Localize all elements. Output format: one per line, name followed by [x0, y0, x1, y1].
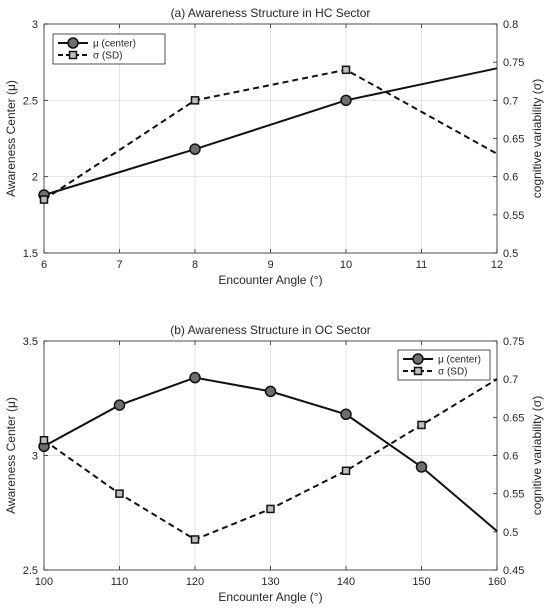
x-axis-label: Encounter Angle (°)	[218, 590, 322, 604]
series-line-mu	[43, 67, 498, 196]
x-tick-label: 11	[416, 259, 427, 271]
y-left-tick-label: 3	[32, 451, 38, 463]
chart-panel-b: 100 110 120 130 140 150 160 2.5 3 3.5 0.45 0.5 0.55 0…	[4, 323, 544, 604]
axes-frame	[43, 340, 498, 571]
data-point-sigma	[417, 420, 426, 430]
x-tick-label: 110	[111, 576, 129, 588]
legend-label: μ (center)	[438, 355, 481, 366]
y-right-tick-label: 0.7	[503, 95, 518, 107]
data-point-mu	[189, 371, 201, 384]
y-right-axis-label: cognitive variability (σ)	[530, 396, 544, 515]
data-point-mu	[340, 408, 352, 421]
x-tick-label: 150	[412, 576, 430, 588]
x-tick-label: 130	[261, 576, 279, 588]
x-tick-label: 12	[491, 259, 503, 271]
axes-frame	[43, 23, 498, 254]
x-tick-label: 6	[41, 259, 47, 271]
y-right-tick-label: 0.45	[503, 565, 524, 577]
y-right-tick-label: 0.65	[503, 134, 524, 146]
x-tick-label: 7	[116, 259, 122, 271]
y-left-tick-label: 3	[32, 19, 38, 31]
y-left-axis-label: Awareness Center (μ)	[4, 397, 18, 514]
y-right-axis-label: cognitive variability (σ)	[530, 79, 544, 198]
y-right-tick-label: 0.65	[503, 412, 524, 424]
y-left-tick-label: 2	[32, 172, 38, 184]
data-point-sigma	[39, 195, 49, 204]
data-point-sigma	[115, 489, 124, 498]
y-right-tick-label: 0.5	[503, 248, 518, 260]
y-left-tick-label: 2.5	[23, 565, 38, 577]
x-tick-label: 140	[337, 576, 355, 588]
y-right-tick-label: 0.75	[503, 57, 524, 69]
data-point-mu	[340, 94, 352, 107]
legend-marker-mu	[67, 37, 79, 49]
x-tick-label: 10	[340, 259, 352, 271]
y-right-tick-label: 0.75	[503, 336, 524, 348]
legend-marker-sigma	[413, 366, 423, 376]
x-tick-label: 100	[35, 576, 53, 588]
data-point-mu	[264, 385, 277, 398]
legend-marker-mu	[412, 353, 424, 365]
chart-panel-a: 6 7 8 9 10 11 12 1.5 2 2.5 3 0.5 0.55 0.6 0.65 0.7 0.75 0…	[4, 6, 544, 287]
data-point-mu	[189, 143, 201, 155]
y-right-tick-label: 0.55	[503, 489, 524, 501]
y-right-tick-label: 0.7	[503, 374, 518, 386]
data-point-sigma	[341, 466, 351, 476]
legend-marker-sigma	[68, 50, 78, 60]
y-right-tick-label: 0.8	[503, 19, 518, 31]
data-point-sigma	[266, 504, 275, 514]
legend: μ (center)σ (SD)	[397, 349, 491, 381]
legend-label: μ (center)	[93, 39, 136, 50]
x-tick-label: 8	[192, 259, 198, 271]
data-point-sigma	[190, 535, 200, 544]
legend-label: σ (SD)	[438, 367, 468, 378]
data-point-mu	[113, 399, 126, 411]
x-tick-label: 160	[488, 576, 506, 588]
y-left-axis-label: Awareness Center (μ)	[4, 80, 18, 197]
y-right-tick-label: 0.6	[503, 451, 518, 463]
data-point-sigma	[341, 65, 351, 75]
series-line-sigma	[43, 68, 498, 201]
y-right-tick-label: 0.55	[503, 210, 524, 222]
legend-box	[397, 349, 491, 381]
y-left-tick-label: 2.5	[23, 95, 38, 107]
x-tick-label: 120	[186, 576, 204, 588]
chart-title: (b) Awareness Structure in OC Sector	[170, 323, 371, 337]
y-left-tick-label: 3.5	[23, 336, 38, 348]
data-point-sigma	[190, 96, 200, 105]
y-left-tick-label: 1.5	[23, 248, 38, 260]
x-axis-label: Encounter Angle (°)	[218, 273, 322, 287]
data-point-sigma	[39, 435, 49, 445]
legend: μ (center)σ (SD)	[52, 33, 166, 65]
y-right-tick-label: 0.6	[503, 172, 518, 184]
data-point-mu	[415, 461, 428, 473]
y-right-tick-label: 0.5	[503, 527, 518, 539]
x-tick-label: 9	[267, 259, 273, 271]
chart-title: (a) Awareness Structure in HC Sector	[171, 6, 371, 20]
legend-label: σ (SD)	[93, 51, 123, 62]
